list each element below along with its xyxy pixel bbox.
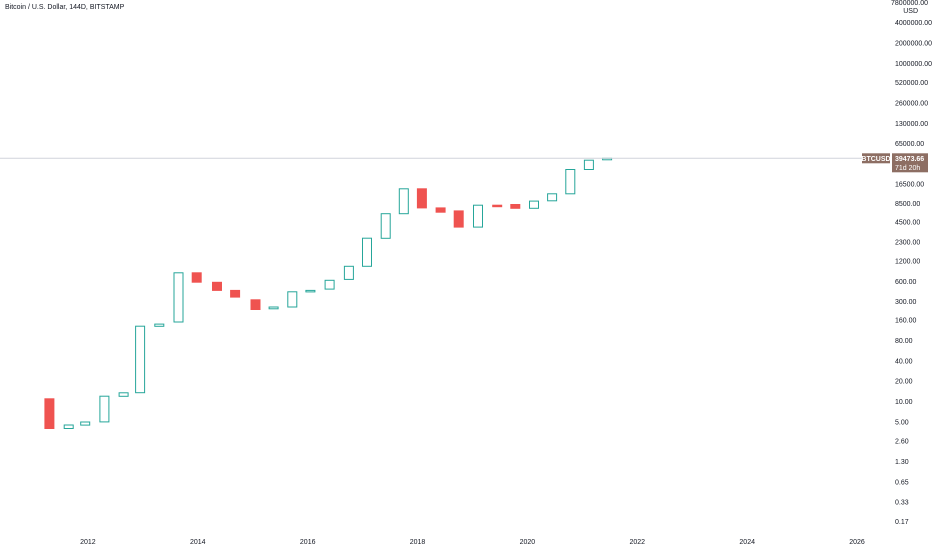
y-tick-label: 4000000.00 [895, 20, 932, 27]
candle-8[interactable] [191, 272, 202, 283]
candle-22[interactable] [453, 210, 464, 228]
candles-layer [44, 157, 613, 429]
candle-12[interactable] [268, 306, 279, 310]
y-tick-label: 10.00 [895, 399, 913, 406]
price-badge-value: 39473.66 [895, 156, 924, 163]
y-tick-label: 130000.00 [895, 121, 928, 128]
y-tick-label: 300.00 [895, 299, 917, 306]
x-tick-label: 2024 [739, 539, 755, 546]
x-tick-label: 2022 [630, 539, 646, 546]
price-badge [892, 153, 928, 173]
y-tick-label: 80.00 [895, 338, 913, 345]
candle-7[interactable] [173, 272, 184, 323]
y-tick-label: 40.00 [895, 358, 913, 365]
candle-6[interactable] [154, 323, 165, 327]
symbol-badge [862, 153, 890, 164]
candle-11[interactable] [250, 299, 261, 310]
y-tick-label: 2.60 [895, 439, 909, 446]
symbol-badge-label: BTCUSD [861, 156, 890, 163]
y-tick-label: 1.30 [895, 459, 909, 466]
y-tick-label: 0.17 [895, 519, 909, 526]
y-tick-label: 160.00 [895, 318, 917, 325]
y-tick-label: 7800000.00 [891, 0, 928, 7]
y-tick-label: 0.65 [895, 479, 909, 486]
candle-21[interactable] [435, 207, 446, 213]
y-tick-label: 260000.00 [895, 100, 928, 107]
candle-2[interactable] [80, 421, 91, 426]
candle-5[interactable] [135, 325, 146, 394]
y-tick-label: 1000000.00 [895, 61, 932, 68]
x-tick-label: 2026 [849, 539, 865, 546]
y-tick-label: 4500.00 [895, 220, 920, 227]
y-tick-label: 8500.00 [895, 201, 920, 208]
candle-4[interactable] [118, 392, 129, 397]
x-tick-label: 2016 [300, 539, 316, 546]
y-tick-label: 2000000.00 [895, 41, 932, 48]
y-tick-label: 20.00 [895, 379, 913, 386]
y-tick-label: 600.00 [895, 279, 917, 286]
x-tick-label: 2020 [520, 539, 536, 546]
candle-26[interactable] [529, 200, 539, 209]
x-tick-label: 2018 [410, 539, 426, 546]
candle-19[interactable] [398, 188, 409, 215]
y-tick-label: 1200.00 [895, 258, 920, 265]
y-tick-label: 5.00 [895, 420, 909, 427]
candle-9[interactable] [212, 281, 222, 291]
candle-0[interactable] [44, 398, 55, 429]
candle-27[interactable] [547, 193, 558, 202]
price-badge-countdown: 71d 20h [895, 165, 920, 172]
candle-13[interactable] [287, 291, 298, 308]
y-currency-label: USD [903, 8, 918, 15]
x-axis[interactable]: 2012 2014 2016 2018 2020 2022 2024 2026 [80, 539, 865, 546]
y-tick-label: 2300.00 [895, 239, 920, 246]
candle-1[interactable] [63, 424, 74, 429]
candle-24[interactable] [492, 204, 503, 208]
y-tick-label: 0.33 [895, 499, 909, 506]
candle-18[interactable] [380, 213, 391, 239]
candle-15[interactable] [324, 279, 335, 290]
candle-23[interactable] [473, 204, 483, 228]
y-tick-label: 16500.00 [895, 181, 924, 188]
y-tick-label: 65000.00 [895, 141, 924, 148]
x-tick-label: 2012 [80, 539, 96, 546]
candle-10[interactable] [230, 289, 241, 298]
x-tick-label: 2014 [190, 539, 206, 546]
candle-20[interactable] [416, 188, 427, 209]
candle-17[interactable] [362, 237, 372, 267]
candle-3[interactable] [99, 395, 110, 423]
candle-16[interactable] [343, 265, 354, 280]
y-tick-label: 520000.00 [895, 80, 928, 87]
candle-14[interactable] [305, 289, 316, 293]
chart-title: Bitcoin / U.S. Dollar, 144D, BITSTAMP [5, 4, 125, 11]
last-price-badge: BTCUSD 39473.66 71d 20h [861, 153, 928, 173]
candle-28[interactable] [565, 169, 576, 195]
candle-29[interactable] [583, 159, 594, 170]
candle-25[interactable] [510, 204, 521, 209]
